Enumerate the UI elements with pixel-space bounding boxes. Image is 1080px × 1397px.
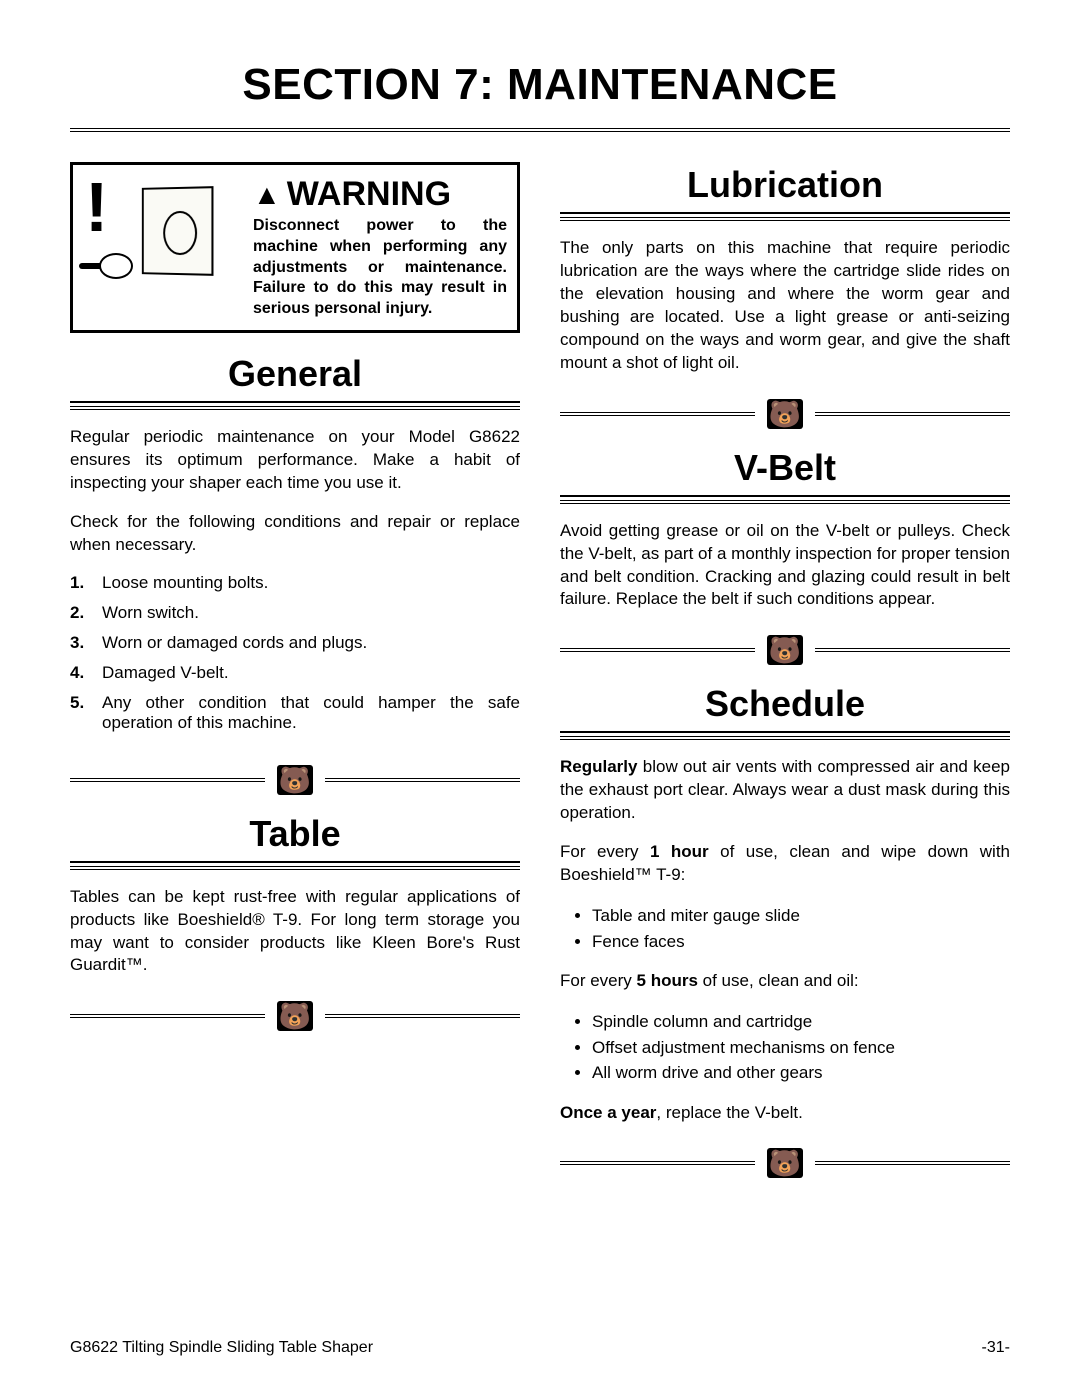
bear-icon: 🐻: [767, 635, 803, 665]
schedule-list-5hr: Spindle column and cartridge Offset adju…: [592, 1009, 1010, 1086]
warning-label-text: WARNING: [287, 175, 451, 214]
schedule-p4: Once a year, replace the V-belt.: [560, 1102, 1010, 1125]
outlet-icon: [142, 186, 214, 276]
bear-divider: 🐻: [560, 399, 1010, 429]
list-item: Fence faces: [592, 929, 1010, 955]
general-p1: Regular periodic maintenance on your Mod…: [70, 426, 520, 495]
lubrication-p1: The only parts on this machine that requ…: [560, 237, 1010, 375]
list-item: 1.Loose mounting bolts.: [70, 573, 520, 593]
exclamation-icon: !: [85, 167, 108, 247]
heading-rule: [560, 736, 1010, 740]
warning-triangle-icon: ▲: [253, 179, 281, 211]
general-p2: Check for the following conditions and r…: [70, 511, 520, 557]
heading-table: Table: [70, 813, 520, 855]
bear-icon: 🐻: [277, 765, 313, 795]
list-item: Spindle column and cartridge: [592, 1009, 1010, 1035]
content-columns: ! ▲ WARNING Disconnect power to the mach…: [70, 162, 1010, 1194]
schedule-p3: For every 5 hours of use, clean and oil:: [560, 970, 1010, 993]
footer-page-number: -31-: [982, 1339, 1010, 1357]
list-item: 4.Damaged V-belt.: [70, 663, 520, 683]
right-column: Lubrication The only parts on this machi…: [560, 162, 1010, 1194]
footer-left: G8622 Tilting Spindle Sliding Table Shap…: [70, 1339, 373, 1357]
list-item: Table and miter gauge slide: [592, 903, 1010, 929]
heading-rule: [560, 731, 1010, 733]
bear-icon: 🐻: [277, 1001, 313, 1031]
heading-vbelt: V-Belt: [560, 447, 1010, 489]
plug-icon: [79, 245, 139, 285]
general-checklist: 1.Loose mounting bolts. 2.Worn switch. 3…: [70, 573, 520, 743]
heading-rule: [70, 401, 520, 403]
heading-rule: [560, 495, 1010, 497]
warning-box: ! ▲ WARNING Disconnect power to the mach…: [70, 162, 520, 333]
heading-rule: [70, 861, 520, 863]
heading-rule: [560, 217, 1010, 221]
list-item: All worm drive and other gears: [592, 1060, 1010, 1086]
schedule-p1: Regularly blow out air vents with compre…: [560, 756, 1010, 825]
warning-text: ▲ WARNING Disconnect power to the machin…: [253, 175, 507, 320]
heading-rule: [560, 212, 1010, 214]
list-item: Offset adjustment mechanisms on fence: [592, 1035, 1010, 1061]
heading-rule: [70, 406, 520, 410]
warning-illustration: !: [83, 175, 243, 315]
title-divider: [70, 128, 1010, 132]
table-p1: Tables can be kept rust-free with regula…: [70, 886, 520, 978]
warning-body: Disconnect power to the machine when per…: [253, 216, 507, 320]
list-item: 3.Worn or damaged cords and plugs.: [70, 633, 520, 653]
bear-divider: 🐻: [70, 1001, 520, 1031]
bear-divider: 🐻: [560, 1148, 1010, 1178]
list-item: 5.Any other condition that could hamper …: [70, 693, 520, 733]
schedule-p2: For every 1 hour of use, clean and wipe …: [560, 841, 1010, 887]
heading-rule: [70, 866, 520, 870]
bear-icon: 🐻: [767, 1148, 803, 1178]
heading-schedule: Schedule: [560, 683, 1010, 725]
schedule-list-1hr: Table and miter gauge slide Fence faces: [592, 903, 1010, 954]
bear-divider: 🐻: [70, 765, 520, 795]
heading-rule: [560, 500, 1010, 504]
heading-general: General: [70, 353, 520, 395]
vbelt-p1: Avoid getting grease or oil on the V-bel…: [560, 520, 1010, 612]
page-footer: G8622 Tilting Spindle Sliding Table Shap…: [70, 1339, 1010, 1357]
bear-icon: 🐻: [767, 399, 803, 429]
list-item: 2.Worn switch.: [70, 603, 520, 623]
heading-lubrication: Lubrication: [560, 164, 1010, 206]
bear-divider: 🐻: [560, 635, 1010, 665]
page-title: SECTION 7: MAINTENANCE: [70, 60, 1010, 110]
warning-label: ▲ WARNING: [253, 175, 507, 214]
left-column: ! ▲ WARNING Disconnect power to the mach…: [70, 162, 520, 1194]
